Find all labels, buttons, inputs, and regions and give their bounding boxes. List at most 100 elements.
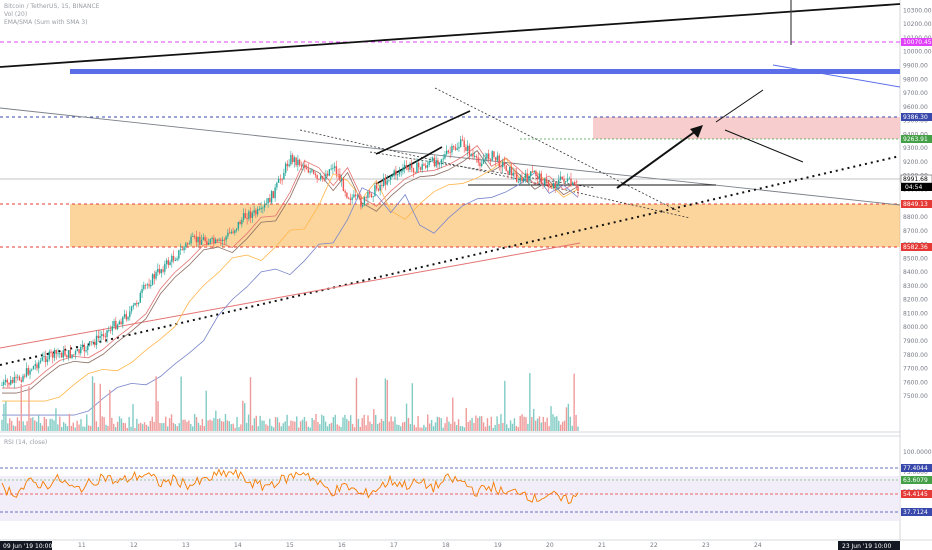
volume-bar — [140, 422, 142, 431]
volume-bar — [419, 427, 421, 431]
candle — [232, 231, 234, 233]
volume-bar — [95, 421, 98, 431]
volume-bar — [97, 426, 100, 431]
candle — [372, 196, 374, 198]
volume-bar — [234, 427, 236, 431]
candle — [265, 203, 268, 205]
candle — [316, 175, 318, 179]
volume-bar — [51, 418, 53, 431]
price-axis-tick: 10200.00 — [903, 21, 932, 28]
channel-mid-line[interactable] — [369, 151, 596, 189]
candle — [516, 173, 518, 182]
candle — [395, 170, 397, 176]
volume-bar — [348, 420, 350, 431]
volume-bar — [188, 420, 190, 431]
time-axis-tick: 11 — [78, 542, 86, 549]
volume-bar — [550, 406, 552, 431]
volume-bar — [326, 426, 329, 431]
volume-bar — [228, 421, 231, 431]
volume-bar — [294, 421, 296, 431]
demand-zone[interactable] — [70, 204, 900, 247]
volume-bar — [442, 427, 444, 431]
svg-text:8849.13: 8849.13 — [903, 201, 928, 208]
candle — [463, 140, 465, 148]
volume-bar — [35, 421, 38, 431]
volume-bar — [477, 417, 479, 431]
volume-bar — [359, 426, 362, 431]
price-tag: 8849.13 — [901, 200, 932, 208]
candle — [176, 258, 178, 261]
candle — [143, 284, 145, 289]
volume-bar — [116, 421, 119, 431]
volume-bar — [321, 414, 323, 431]
dotted-support-trendline[interactable] — [0, 155, 901, 366]
volume-bar — [407, 417, 410, 431]
candle — [242, 213, 245, 220]
volume-bar — [84, 426, 86, 431]
volume-bar — [567, 403, 570, 431]
wedge-upper-line[interactable] — [434, 87, 681, 213]
projection-arrow[interactable] — [616, 127, 701, 189]
volume-bar — [197, 422, 200, 431]
volume-bar — [444, 423, 446, 431]
volume-bar — [394, 416, 396, 431]
candle — [90, 341, 92, 343]
rsi-axis-tick: 75.0000 — [903, 469, 928, 476]
svg-text:77.4044: 77.4044 — [903, 465, 928, 472]
projection-line-down[interactable] — [724, 129, 804, 163]
volume-bar — [373, 409, 375, 431]
price-axis-tick: 8700.00 — [903, 228, 928, 235]
candle — [206, 240, 208, 245]
volume-bar — [440, 418, 442, 431]
candle — [298, 159, 301, 165]
volume-bar — [430, 420, 433, 431]
candle — [540, 173, 542, 184]
candle — [162, 269, 164, 272]
projection-line-up[interactable] — [715, 89, 764, 123]
volume-bar — [454, 421, 456, 431]
candle — [521, 177, 523, 181]
svg-text:54.4145: 54.4145 — [903, 491, 928, 498]
candle — [48, 351, 50, 360]
volume-bar — [272, 427, 275, 431]
candle — [125, 314, 128, 320]
candle — [256, 209, 259, 215]
blue-level-band[interactable] — [70, 69, 900, 74]
wedge-lower-line[interactable] — [299, 129, 691, 219]
candle — [11, 379, 14, 383]
blue-trendline[interactable] — [772, 64, 901, 88]
candle — [76, 349, 78, 352]
candle — [120, 321, 122, 325]
candle — [416, 162, 418, 173]
candle — [111, 326, 113, 331]
volume-bar — [561, 421, 564, 431]
candle — [270, 191, 273, 203]
volume-bar — [532, 408, 535, 431]
volume-bar — [290, 420, 292, 431]
volume-bar — [338, 425, 340, 431]
candle — [547, 181, 549, 188]
volume-bar — [157, 401, 159, 431]
volume-bar — [118, 416, 121, 431]
candle — [153, 274, 156, 279]
volume-bar — [30, 417, 32, 431]
volume-bar — [68, 413, 71, 431]
volume-bar — [107, 425, 109, 431]
flag-upper-line[interactable] — [375, 110, 471, 155]
long-black-trendline[interactable] — [0, 3, 901, 68]
candle — [144, 284, 147, 286]
candle — [297, 159, 299, 166]
candle — [530, 171, 532, 176]
volume-bar — [34, 420, 36, 431]
volume-bar — [57, 424, 59, 431]
candle — [456, 148, 458, 150]
candle — [367, 192, 369, 198]
moving-average-line — [2, 145, 579, 389]
supply-zone[interactable] — [593, 117, 900, 139]
volume-bar — [22, 421, 24, 431]
price-axis-tick: 7800.00 — [903, 352, 928, 359]
volume-bar — [542, 416, 545, 431]
candle — [220, 239, 222, 241]
volume-bar — [165, 416, 167, 431]
